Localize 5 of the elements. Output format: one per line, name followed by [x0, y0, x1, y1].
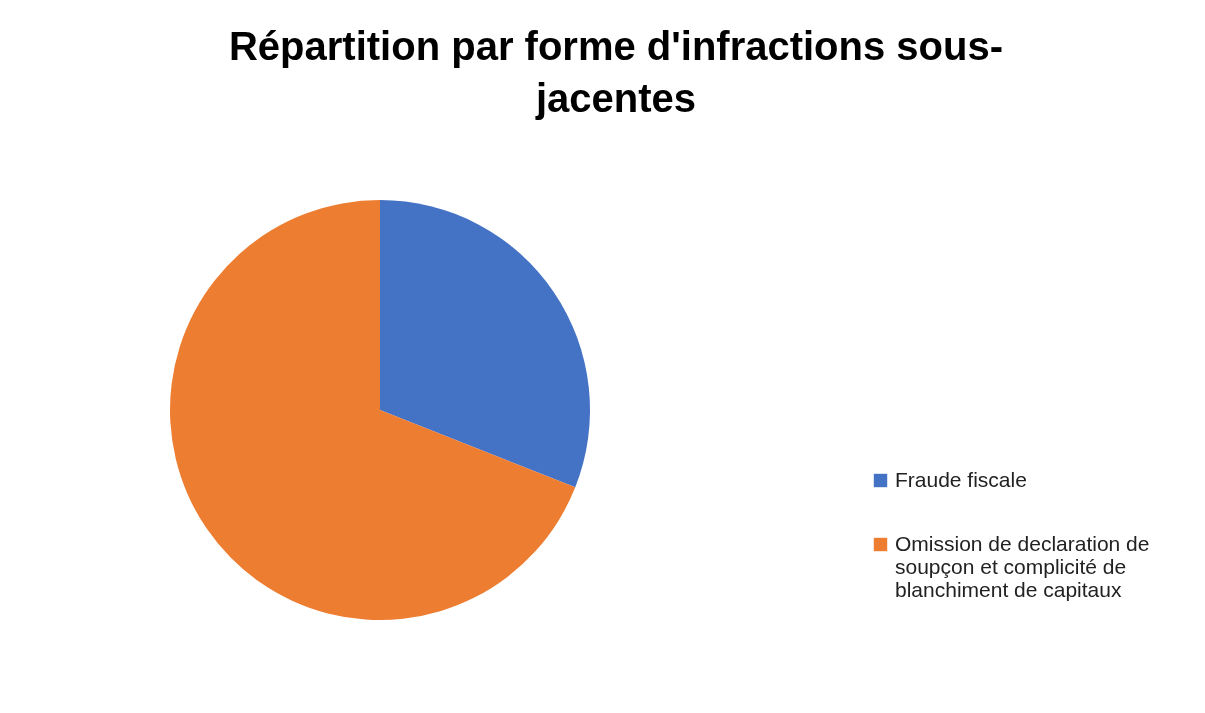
pie-slice [380, 200, 590, 488]
legend-label: Fraude fiscale [895, 467, 1027, 491]
pie-slice [170, 200, 576, 620]
chart-title: Répartition par forme d'infractions sous-jacentes [228, 24, 1004, 120]
legend-label: Omission de declaration de soupçon et complicité de blanchiment de capitaux [895, 531, 1150, 601]
